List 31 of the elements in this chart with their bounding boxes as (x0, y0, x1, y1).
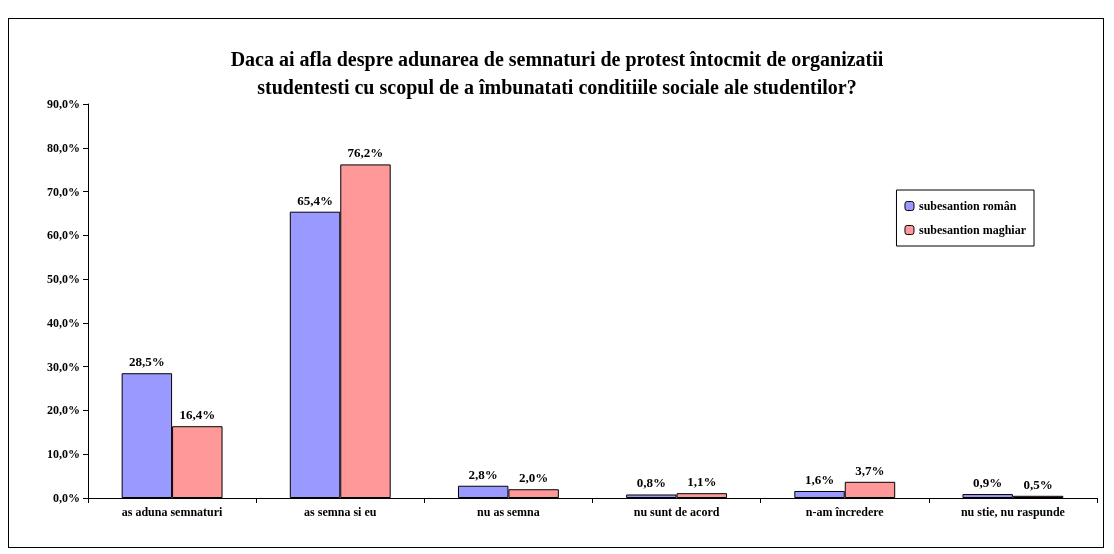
y-tick-label: 60,0% (47, 228, 80, 243)
x-tick-label: nu stie, nu raspunde (960, 505, 1066, 519)
x-tick-label: nu as semna (477, 505, 540, 519)
data-label: 0,8% (636, 475, 666, 491)
y-tick-label: 0,0% (53, 491, 80, 505)
data-label: 0,5% (1023, 476, 1053, 492)
y-tick-label: 70,0% (47, 184, 80, 199)
y-tick-label: 80,0% (47, 140, 80, 155)
legend-label: subesantion român (918, 199, 1017, 213)
y-tick-label: 30,0% (47, 359, 80, 374)
x-tick-label: as aduna semnaturi (121, 505, 224, 519)
data-label: 1,6% (804, 472, 835, 487)
data-label: 2,8% (468, 466, 498, 482)
x-tick-label: as semna si eu (304, 505, 377, 519)
data-label: 1,1% (687, 474, 717, 490)
chart-title: Daca ai afla despre adunarea de semnaturi de protest întocmit de organizatii studentesti cu scopul de a îmbunatati conditiile sociale ale studentilor? (230, 48, 884, 99)
data-label: 28,5% (128, 354, 165, 370)
data-label: 3,7% (855, 462, 885, 478)
x-tick-label: n-am încredere (805, 505, 885, 519)
y-tick-label: 50,0% (47, 272, 80, 287)
data-label: 2,0% (519, 470, 549, 486)
data-label: 0,9% (973, 475, 1003, 491)
y-tick-label: 10,0% (47, 447, 80, 462)
data-label: 76,2% (347, 145, 384, 161)
x-tick-label: nu sunt de acord (633, 505, 720, 519)
data-label: 65,4% (297, 192, 333, 208)
y-tick-label: 90,0% (47, 97, 80, 111)
y-tick-label: 20,0% (47, 403, 80, 418)
legend-label: subesantion maghiar (918, 223, 1027, 237)
y-tick-label: 40,0% (47, 315, 80, 330)
data-label: 16,4% (179, 407, 216, 423)
